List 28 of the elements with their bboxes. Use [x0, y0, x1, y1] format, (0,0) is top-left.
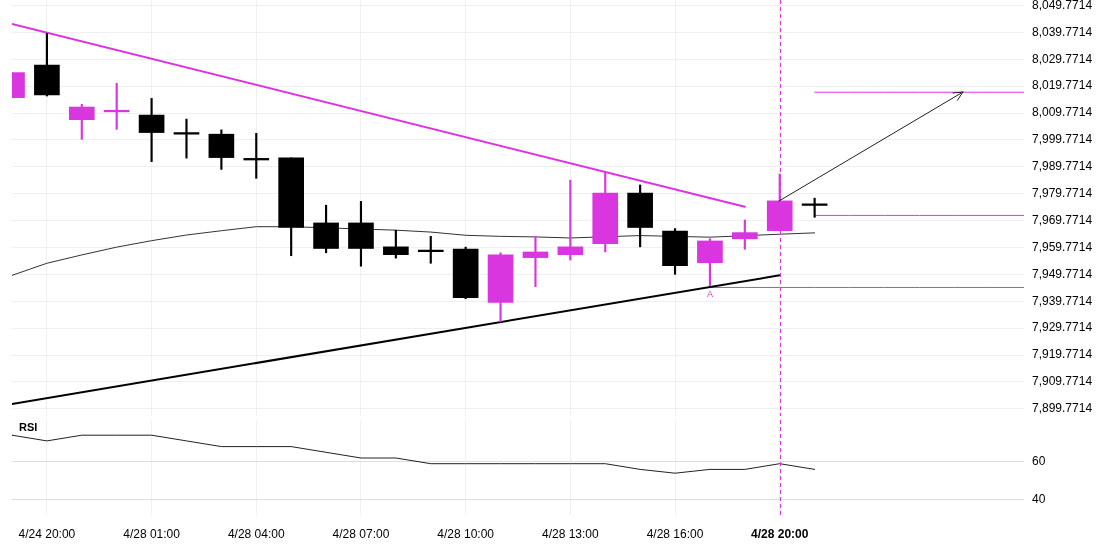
x-tick-label: 4/28 01:00 [123, 526, 181, 541]
y-tick-label: 7,909.7714 [1032, 374, 1093, 389]
y-tick-label: 7,959.7714 [1032, 239, 1093, 254]
x-tick-label: 4/28 20:00 [751, 526, 809, 541]
chart-title: RSI [19, 421, 38, 434]
y-tick-label: 7,949.7714 [1032, 266, 1093, 281]
y-tick-label: 8,019.7714 [1032, 78, 1093, 93]
y-tick-label: 8,039.7714 [1032, 24, 1093, 39]
x-tick-label: 4/28 04:00 [227, 526, 285, 541]
y-tick-label: 40 [1032, 492, 1046, 507]
x-tick-label: 4/24 20:00 [18, 526, 76, 541]
y-tick-label: 7,919.7714 [1032, 347, 1093, 362]
y-tick-label: 8,029.7714 [1032, 51, 1093, 66]
y-tick-label: 7,899.7714 [1032, 401, 1093, 416]
x-tick-label: 4/28 13:00 [541, 526, 600, 541]
y-tick-label: 8,009.7714 [1032, 105, 1093, 120]
y-tick-label: 8,049.7714 [1032, 0, 1093, 12]
x-tick-label: 4/28 07:00 [332, 526, 390, 541]
y-tick-label: 7,929.7714 [1032, 320, 1093, 335]
x-tick-label: 4/28 10:00 [437, 526, 495, 541]
series-label: A [706, 289, 713, 300]
y-tick-label: 7,999.7714 [1032, 132, 1093, 147]
y-tick-label: 7,979.7714 [1032, 186, 1093, 200]
y-tick-label: 7,989.7714 [1032, 159, 1093, 174]
y-tick-label: 60 [1032, 454, 1046, 469]
y-tick-label: 7,969.7714 [1032, 212, 1093, 227]
y-tick-label: 7,939.7714 [1032, 293, 1093, 308]
x-tick-label: 4/28 16:00 [646, 526, 704, 541]
